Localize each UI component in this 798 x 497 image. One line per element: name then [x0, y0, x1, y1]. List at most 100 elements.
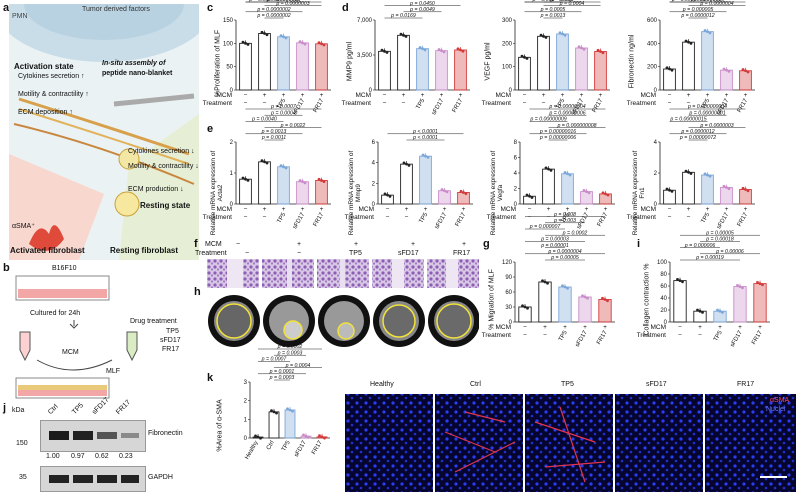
e3-ytick-label: 4	[514, 171, 518, 177]
d3-treatment-sign: −	[668, 100, 672, 107]
i-mcm-row-label: MCM	[650, 324, 666, 331]
d3-point	[703, 29, 707, 32]
k-img-title-3: TP5	[561, 381, 574, 388]
c-treatment-sign: −	[263, 100, 267, 107]
d2-point	[563, 33, 567, 37]
d2-pvalue: p = 0.0007	[549, 0, 576, 3]
g-point	[606, 299, 609, 303]
e2-point	[440, 188, 444, 191]
d1-point	[442, 50, 446, 54]
e4-bar	[739, 189, 752, 205]
e3-pvalue: p = 0.000000008	[556, 123, 596, 129]
g-point	[581, 294, 584, 298]
f-treat-1: −	[245, 250, 250, 257]
c-point	[263, 32, 266, 35]
e1-point	[301, 180, 304, 184]
d3-pvalue: p = 0.000005	[682, 7, 714, 13]
e1-point	[260, 159, 264, 163]
c-point	[284, 36, 288, 40]
k-point	[256, 435, 260, 439]
c-pvalue: p = 0.0000015	[266, 0, 300, 3]
i-pvalue: p = 0.00006	[715, 249, 744, 255]
ratio-4: 0.23	[119, 453, 133, 460]
e1-bar	[258, 161, 271, 205]
panel-a-illustration	[0, 0, 214, 260]
g-treatment-label: FR17	[596, 329, 609, 345]
k-point	[254, 434, 257, 438]
c-mcm-sign: +	[282, 92, 286, 99]
g-point	[603, 298, 607, 301]
e2-point	[388, 194, 392, 198]
g-pvalue: p = 0.0002	[562, 230, 588, 236]
i-ytick-label: 0	[664, 320, 668, 326]
g-pvalue: p = 0.000007	[529, 224, 562, 230]
d1-bar	[435, 50, 448, 91]
d2-point	[577, 45, 581, 49]
resting-item-1: Cytokines secretion ↓	[128, 148, 195, 155]
d3-mcm-sign: +	[725, 92, 729, 99]
e4-ytick-label: 0	[654, 202, 658, 208]
e2-bar	[381, 194, 394, 205]
k-ytick-label: 3	[244, 380, 248, 386]
k-point	[270, 409, 273, 413]
k-pvalue: p = 0.0007	[261, 357, 288, 363]
if-images	[345, 382, 796, 492]
e1-pvalue: p = 0.0022	[280, 123, 306, 129]
d3-mcm-sign: +	[687, 92, 691, 99]
i-treatment-row-label: Treatment	[637, 332, 667, 339]
d3-mcm-sign: −	[668, 92, 672, 99]
lane-tp5: TP5	[71, 401, 86, 416]
e4-ylabel: Relative mRNA expression of Fn1	[632, 150, 646, 236]
k-xtick-label: TP5	[281, 439, 292, 452]
e2-point	[462, 191, 465, 194]
d3-pvalue: p = 0.00001	[693, 0, 722, 3]
c-point	[241, 40, 245, 44]
panel-g-label: g	[483, 238, 490, 250]
g-point	[601, 296, 604, 300]
g-ytick-label: 0	[509, 320, 513, 326]
e3-point	[528, 194, 531, 198]
c-ytick-label: 0	[230, 88, 234, 94]
d1-pvalue: p = 0.0049	[409, 7, 435, 13]
g-point	[546, 281, 549, 285]
d1-ylabel: MMP9 pg/ml	[346, 41, 354, 82]
e1-point	[322, 180, 326, 184]
e3-ytick-label: 8	[514, 140, 518, 146]
d3-mcm-row-label: MCM	[640, 92, 656, 99]
e2-point	[424, 154, 427, 158]
g-mcm-sign: −	[523, 324, 527, 331]
c-point	[282, 35, 285, 39]
c-mcm-sign: −	[244, 92, 248, 99]
e3-pvalue: p = 0.00000006	[548, 110, 585, 116]
e2-treatment-sign: −	[405, 214, 409, 221]
c-pvalue: p = 0.0000002	[256, 13, 290, 19]
g-point	[541, 279, 544, 283]
e3-bar	[599, 193, 612, 205]
i-point	[721, 311, 724, 314]
c-mcm-sign: +	[301, 92, 305, 99]
e2-point	[405, 162, 408, 166]
d3-bar	[701, 31, 714, 91]
d1-point	[440, 49, 443, 53]
c-mcm-sign: +	[320, 92, 324, 99]
c-pvalue: p = 0.000001	[248, 0, 280, 3]
e1-pvalue: p = 0.0013	[261, 129, 287, 135]
e3-point	[587, 191, 591, 195]
d1-bar	[416, 48, 429, 91]
i-mcm-sign: +	[718, 324, 722, 331]
e3-ylabel: Relative mRNA expression of Vegfa	[490, 150, 504, 236]
e3-treatment-label: TP5	[561, 211, 572, 224]
i-pvalue: p = 0.000006	[684, 243, 716, 249]
e3-point	[568, 173, 572, 177]
c-bar	[315, 43, 328, 91]
k-pvalue: p = 0.0003	[277, 350, 303, 356]
k-xtick-label: Ctrl	[266, 440, 276, 451]
e3-point	[525, 193, 529, 197]
activation-state-title: Activation state	[14, 62, 74, 71]
e3-bar	[542, 168, 555, 205]
e3-pvalue: p = 0.00000004	[548, 104, 585, 110]
d1-pvalue: p = 0.0169	[390, 13, 416, 19]
k-point	[323, 436, 326, 440]
ratio-2: 0.97	[71, 453, 85, 460]
e2-bar	[457, 192, 470, 205]
